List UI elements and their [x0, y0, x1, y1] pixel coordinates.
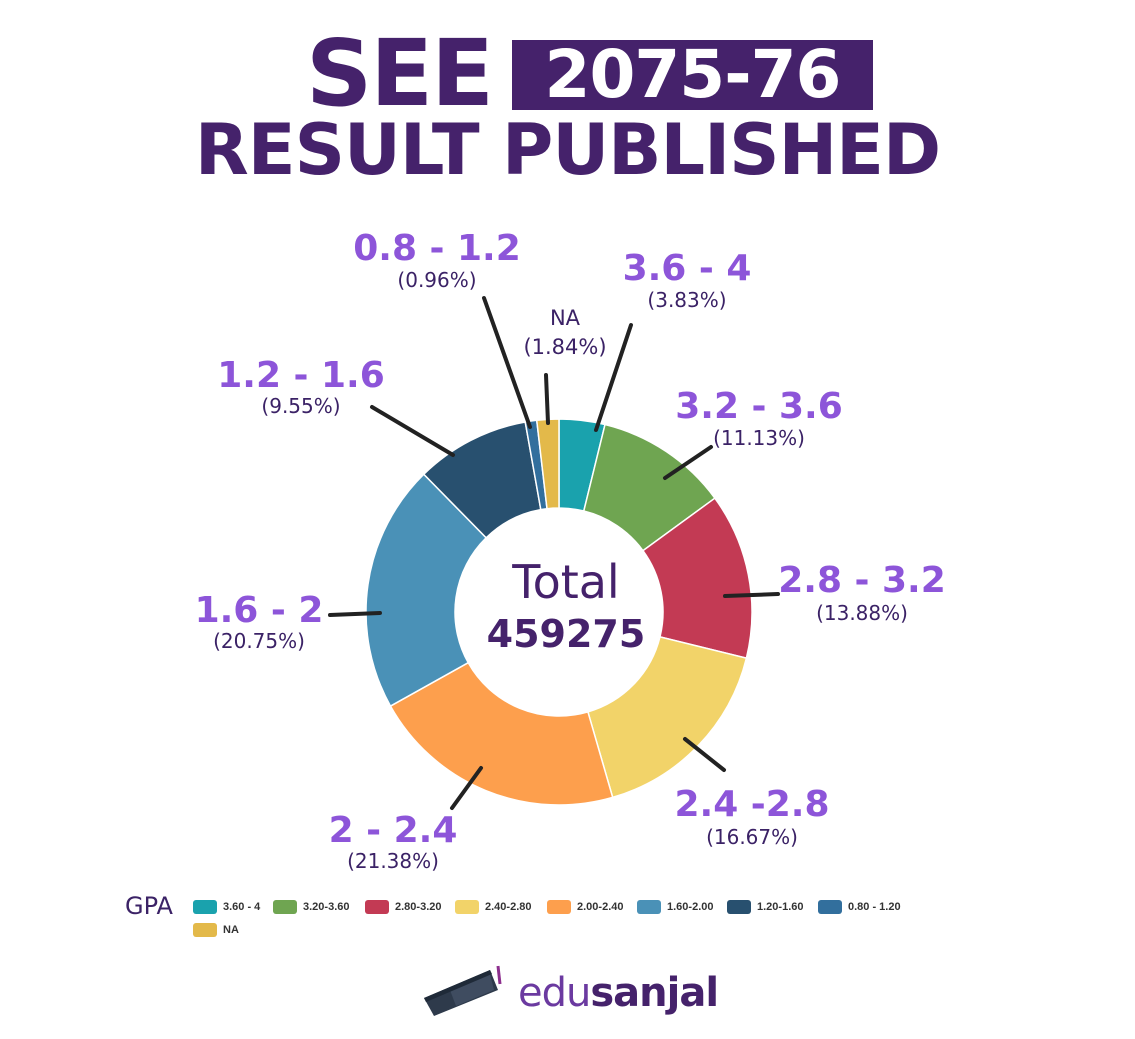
leader-line [683, 737, 726, 772]
leader-lines [328, 296, 780, 810]
legend-swatch [193, 900, 217, 914]
legend-label: 3.60 - 4 [223, 901, 261, 913]
legend-label: 1.20-1.60 [757, 901, 804, 913]
legend-item: 2.80-3.20 [365, 900, 441, 914]
legend-label: 3.20-3.60 [303, 901, 350, 913]
leader-line [663, 445, 713, 480]
legend-label: 0.80 - 1.20 [848, 901, 901, 913]
donut-hole [455, 508, 663, 716]
legend-title: GPA [125, 892, 173, 920]
legend-item: 2.00-2.40 [547, 900, 623, 914]
title-result-published: RESULT PUBLISHED [194, 109, 941, 191]
leader-line [723, 592, 780, 598]
slice-percent-label: (13.88%) [816, 601, 908, 625]
slice-range-label: 2.8 - 3.2 [778, 560, 946, 601]
brand-name-sanjal: sanjal [590, 970, 719, 1016]
legend-swatch [455, 900, 479, 914]
slice-percent-label: (3.83%) [647, 288, 726, 312]
slice-percent-label: (9.55%) [261, 394, 340, 418]
slice-percent-label: (16.67%) [706, 825, 798, 849]
leader-line [594, 323, 633, 432]
title-see: SEE [306, 20, 494, 127]
slice-range-label: 1.6 - 2 [195, 590, 324, 631]
legend-item: 1.20-1.60 [727, 900, 803, 914]
legend-label: NA [223, 924, 239, 936]
slice-percent-label: (1.84%) [523, 335, 606, 359]
slice-percent-label: (20.75%) [213, 629, 305, 653]
donut-slices [365, 418, 753, 806]
legend-item: 0.80 - 1.20 [818, 900, 901, 914]
brand-name-edu: edu [518, 970, 591, 1016]
slice-range-label: 2.4 -2.8 [674, 784, 829, 825]
slice-range-label: NA [550, 306, 581, 330]
brand-name: edusanjal [518, 968, 719, 1018]
legend-swatch [193, 923, 217, 937]
slice-range-label: 2 - 2.4 [329, 810, 458, 851]
leader-line [370, 405, 455, 457]
legend-swatch [547, 900, 571, 914]
legend-swatch [727, 900, 751, 914]
legend: GPA 3.60 - 4 3.20-3.60 2.80-3.20 2.40-2.80 2… [125, 892, 925, 952]
legend-label: 2.00-2.40 [577, 901, 624, 913]
leader-line [482, 296, 532, 429]
title-line-1: SEE 2075-76 [0, 20, 1135, 120]
slice-range-label: 0.8 - 1.2 [353, 228, 521, 269]
slice-range-label: 3.6 - 4 [623, 248, 752, 289]
legend-label: 2.40-2.80 [485, 901, 532, 913]
slice-labels: 3.6 - 4(3.83%) 3.2 - 3.6(11.13%) 2.8 - 3.2… [195, 228, 946, 873]
leader-line [544, 373, 550, 425]
slice-range-label: 3.2 - 3.6 [675, 386, 843, 427]
legend-swatch [637, 900, 661, 914]
legend-label: 1.60-2.00 [667, 901, 714, 913]
legend-swatch [365, 900, 389, 914]
legend-item: 2.40-2.80 [455, 900, 531, 914]
legend-item: NA [193, 923, 239, 937]
graduation-cap-icon [424, 965, 502, 1016]
edusanjal-logo: edusanjal [420, 960, 720, 1020]
slice-percent-label: (21.38%) [347, 849, 439, 873]
legend-item: 3.60 - 4 [193, 900, 260, 914]
leader-line [450, 766, 483, 810]
center-total-value: 459275 [487, 612, 646, 656]
slice-percent-label: (11.13%) [713, 426, 805, 450]
leader-line [328, 611, 382, 617]
year-banner: 2075-76 [512, 40, 873, 110]
legend-swatch [273, 900, 297, 914]
year-text: 2075-76 [544, 36, 842, 113]
legend-item: 3.20-3.60 [273, 900, 349, 914]
legend-label: 2.80-3.20 [395, 901, 442, 913]
legend-swatch [818, 900, 842, 914]
center-total-label: Total [511, 555, 619, 609]
legend-item: 1.60-2.00 [637, 900, 713, 914]
slice-percent-label: (0.96%) [397, 268, 476, 292]
slice-range-label: 1.2 - 1.6 [217, 355, 385, 396]
